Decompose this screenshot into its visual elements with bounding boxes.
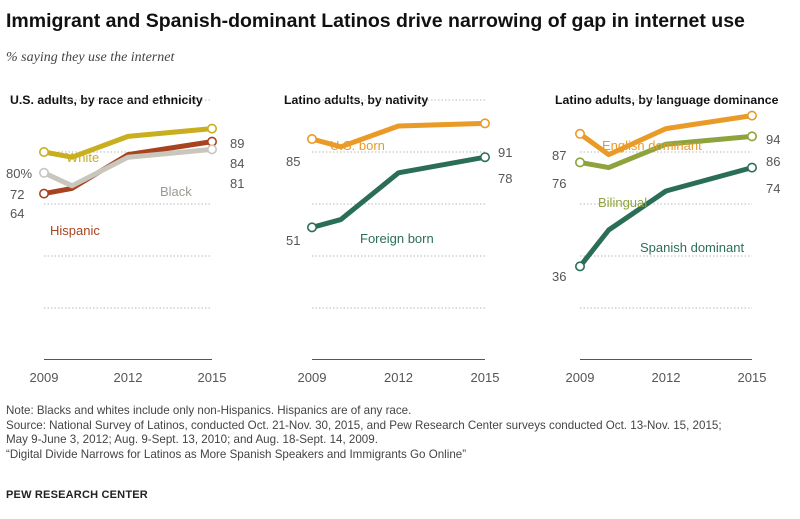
x-tick-label: 2015 [471,370,500,385]
value-label-black-end: 81 [230,176,244,191]
start-marker-white [38,147,49,158]
value-label-bilingual-end: 86 [766,154,780,169]
x-tick-label: 2015 [738,370,767,385]
series-label-black: Black [160,184,192,199]
series-label-foreign-born: Foreign born [360,231,434,246]
series-line-black [42,146,213,189]
series-label-english-dominant: English dominant [602,138,702,153]
series-line-english-dominant [578,113,753,158]
series-markers [306,118,490,233]
value-label-hispanic-end: 84 [230,156,244,171]
chart-subtitle: % saying they use the internet [6,50,175,65]
value-label-white-start: 80% [6,166,32,181]
start-marker-hispanic [38,188,49,199]
series-line-white [43,126,213,160]
value-label-us-born-end: 91 [498,145,512,160]
report-title-line: “Digital Divide Narrows for Latinos as M… [6,447,467,461]
x-tick-label: 2012 [114,370,143,385]
series-label-us-born: U.S. born [330,138,385,153]
gridlines [312,99,485,309]
end-marker-black [207,144,218,155]
value-label-foreign-born-start: 51 [286,233,300,248]
panel-language-dominance: Latino adults, by language dominance 87 … [552,93,780,385]
x-tick-labels: 2009 2012 2015 [298,370,500,385]
series-lines [311,120,486,230]
start-marker-foreign-born [306,222,317,233]
end-marker-bilingual [746,131,757,142]
start-marker-u-s-born [306,134,317,145]
series-label-spanish-dominant: Spanish dominant [640,240,744,255]
value-label-spanish-end: 74 [766,181,780,196]
x-tick-label: 2009 [30,370,59,385]
value-label-foreign-born-end: 78 [498,171,512,186]
series-label-bilingual: Bilingual [598,195,647,210]
end-marker-foreign-born [479,152,490,163]
value-label-white-end: 89 [230,136,244,151]
x-tick-label: 2015 [198,370,227,385]
x-tick-label: 2012 [384,370,413,385]
start-marker-black [38,167,49,178]
start-marker-bilingual [574,157,585,168]
x-tick-label: 2012 [652,370,681,385]
panel-title: Latino adults, by language dominance [555,93,779,107]
series-label-hispanic: Hispanic [50,223,100,238]
footnotes: Note: Blacks and whites include only non… [6,404,796,462]
value-label-english-end: 94 [766,132,780,147]
series-lines [42,126,213,197]
end-marker-u-s-born [479,118,490,129]
panel-race-ethnicity: U.S. adults, by race and ethnicity 80% 7… [6,93,244,385]
value-label-black-start: 72 [10,187,24,202]
series-markers [574,110,757,272]
value-label-bilingual-start: 76 [552,176,566,191]
series-line-foreign-born [311,154,486,230]
source-line: May 9-June 3, 2012; Aug. 9-Sept. 13, 201… [6,433,378,446]
panel-title: U.S. adults, by race and ethnicity [10,93,203,107]
x-tick-label: 2009 [298,370,327,385]
value-label-us-born-start: 85 [286,154,300,169]
series-markers [38,123,218,199]
series-lines [578,113,753,268]
end-marker-white [207,123,218,134]
series-label-white: White [66,150,99,165]
value-label-hispanic-start: 64 [10,206,24,221]
series-line-u-s-born [311,120,486,150]
x-tick-label: 2009 [566,370,595,385]
series-line-spanish-dominant [578,165,753,268]
series-line-bilingual [579,133,753,171]
panel-title: Latino adults, by nativity [284,93,428,107]
panel-nativity: Latino adults, by nativity 85 51 91 78 U… [284,93,512,385]
x-tick-labels: 2009 2012 2015 [566,370,767,385]
chart-title: Immigrant and Spanish-dominant Latinos d… [6,10,745,32]
value-label-spanish-start: 36 [552,269,566,284]
source-line: Source: National Survey of Latinos, cond… [6,418,722,432]
note-line: Note: Blacks and whites include only non… [6,404,412,417]
brand-footer: PEW RESEARCH CENTER [6,489,148,501]
start-marker-english-dominant [574,128,585,139]
end-marker-spanish-dominant [746,162,757,173]
start-marker-spanish-dominant [574,261,585,272]
value-label-english-start: 87 [552,148,566,163]
x-tick-labels: 2009 2012 2015 [30,370,227,385]
end-marker-english-dominant [746,110,757,121]
charts-canvas: U.S. adults, by race and ethnicity 80% 7… [6,93,780,385]
